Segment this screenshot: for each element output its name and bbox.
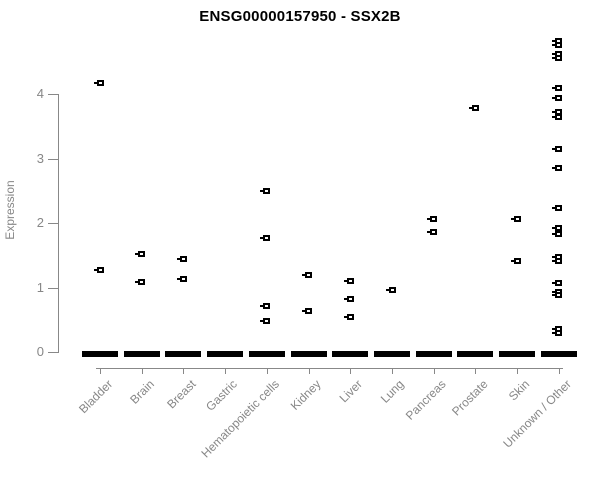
zero-expression-cluster-bar [374, 351, 410, 357]
data-point [260, 188, 270, 194]
x-category-label: Breast [163, 377, 199, 412]
data-point [260, 303, 270, 309]
x-category-label: Prostate [448, 377, 491, 419]
data-point [260, 318, 270, 324]
x-tick-mark [434, 368, 435, 374]
data-point [552, 326, 562, 332]
zero-expression-cluster-bar [165, 351, 201, 357]
x-tick-mark [183, 368, 184, 374]
data-point [344, 296, 354, 302]
x-tick-mark [517, 368, 518, 374]
data-point [177, 256, 187, 262]
zero-expression-cluster-bar [457, 351, 493, 357]
data-point [302, 272, 312, 278]
y-tick-label: 2 [36, 215, 44, 230]
x-tick-mark [350, 368, 351, 374]
y-tick-mark [48, 223, 58, 224]
x-category-label: Skin [505, 377, 533, 404]
x-category-label: Gastric [203, 377, 241, 414]
x-tick-mark [309, 368, 310, 374]
data-point [552, 258, 562, 264]
data-point [552, 51, 562, 57]
data-point [302, 308, 312, 314]
data-point [427, 229, 437, 235]
zero-expression-cluster-bar [291, 351, 327, 357]
data-point [94, 267, 104, 273]
data-point [552, 85, 562, 91]
y-tick-mark [48, 159, 58, 160]
x-category-label: Bladder [75, 377, 115, 417]
x-category-label: Kidney [287, 377, 324, 413]
y-axis-label: Expression [3, 180, 17, 240]
data-point [552, 114, 562, 120]
data-point [552, 231, 562, 237]
y-tick-mark [48, 352, 58, 353]
data-point [552, 254, 562, 260]
data-point [260, 235, 270, 241]
data-point [552, 165, 562, 171]
y-tick-label: 4 [36, 86, 44, 101]
x-category-label: Lung [378, 377, 407, 406]
data-point [135, 279, 145, 285]
data-point [552, 42, 562, 48]
x-tick-mark [142, 368, 143, 374]
data-point [552, 146, 562, 152]
data-point [552, 225, 562, 231]
data-point [552, 55, 562, 61]
data-point [94, 80, 104, 86]
x-tick-mark [267, 368, 268, 374]
y-tick-mark [48, 94, 58, 95]
zero-expression-cluster-bar [82, 351, 118, 357]
zero-expression-cluster-bar [207, 351, 243, 357]
y-tick-label: 1 [36, 280, 44, 295]
zero-expression-cluster-bar [332, 351, 368, 357]
x-tick-mark [475, 368, 476, 374]
zero-expression-cluster-bar [249, 351, 285, 357]
data-point [552, 109, 562, 115]
data-point [344, 278, 354, 284]
x-tick-mark [225, 368, 226, 374]
y-axis-line [58, 94, 59, 353]
zero-expression-cluster-bar [541, 351, 577, 357]
chart-title: ENSG00000157950 - SSX2B [199, 8, 401, 25]
y-tick-mark [48, 288, 58, 289]
data-point [552, 292, 562, 298]
data-point [511, 258, 521, 264]
zero-expression-cluster-bar [499, 351, 535, 357]
data-point [344, 314, 354, 320]
x-axis-line [96, 368, 563, 369]
x-category-label: Hematopoietic cells [198, 377, 282, 461]
data-point [135, 251, 145, 257]
y-tick-label: 3 [36, 151, 44, 166]
x-category-label: Pancreas [402, 377, 449, 423]
data-point [552, 38, 562, 44]
x-tick-mark [559, 368, 560, 374]
zero-expression-cluster-bar [124, 351, 160, 357]
data-point [386, 287, 396, 293]
data-point [511, 216, 521, 222]
data-point [552, 205, 562, 211]
x-tick-mark [392, 368, 393, 374]
data-point [552, 95, 562, 101]
x-category-label: Liver [336, 377, 366, 406]
x-category-label: Brain [126, 377, 157, 407]
y-tick-label: 0 [36, 344, 44, 359]
data-point [552, 280, 562, 286]
data-point [427, 216, 437, 222]
data-point [552, 330, 562, 336]
data-point [177, 276, 187, 282]
x-tick-mark [100, 368, 101, 374]
data-point [469, 105, 479, 111]
zero-expression-cluster-bar [416, 351, 452, 357]
